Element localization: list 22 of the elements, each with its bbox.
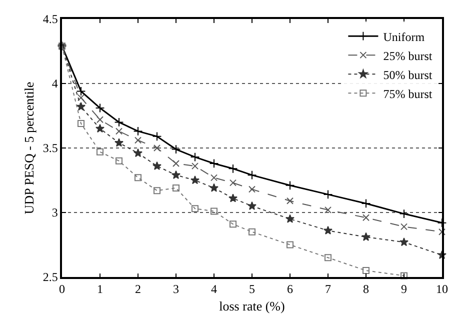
y-tick-label: 2.5 (42, 270, 58, 284)
x-tick-label: 0 (59, 282, 65, 296)
legend-label: 50% burst (383, 68, 433, 82)
y-tick-label: 4.5 (42, 12, 58, 26)
x-tick-label: 1 (97, 282, 103, 296)
y-tick-label: 4 (52, 76, 58, 91)
x-tick-label: 2 (135, 282, 141, 296)
y-axis-title: UDP PESQ - 5 percentile (21, 82, 36, 214)
legend-label: 75% burst (383, 86, 433, 101)
x-axis-title: loss rate (%) (219, 298, 285, 314)
legend-label: 25% burst (383, 48, 433, 63)
x-tick-label: 7 (325, 282, 331, 296)
legend-label: Uniform (383, 30, 426, 44)
x-tick-label: 5 (249, 282, 255, 296)
x-tick-label: 3 (173, 282, 179, 296)
y-tick-label: 3 (52, 206, 58, 220)
y-tick-label: 3.5 (42, 141, 58, 156)
x-tick-label: 10 (436, 282, 448, 296)
x-tick-label: 4 (211, 282, 217, 296)
x-tick-label: 8 (363, 282, 369, 296)
x-tick-label: 6 (287, 282, 293, 296)
x-tick-label: 9 (401, 282, 407, 296)
